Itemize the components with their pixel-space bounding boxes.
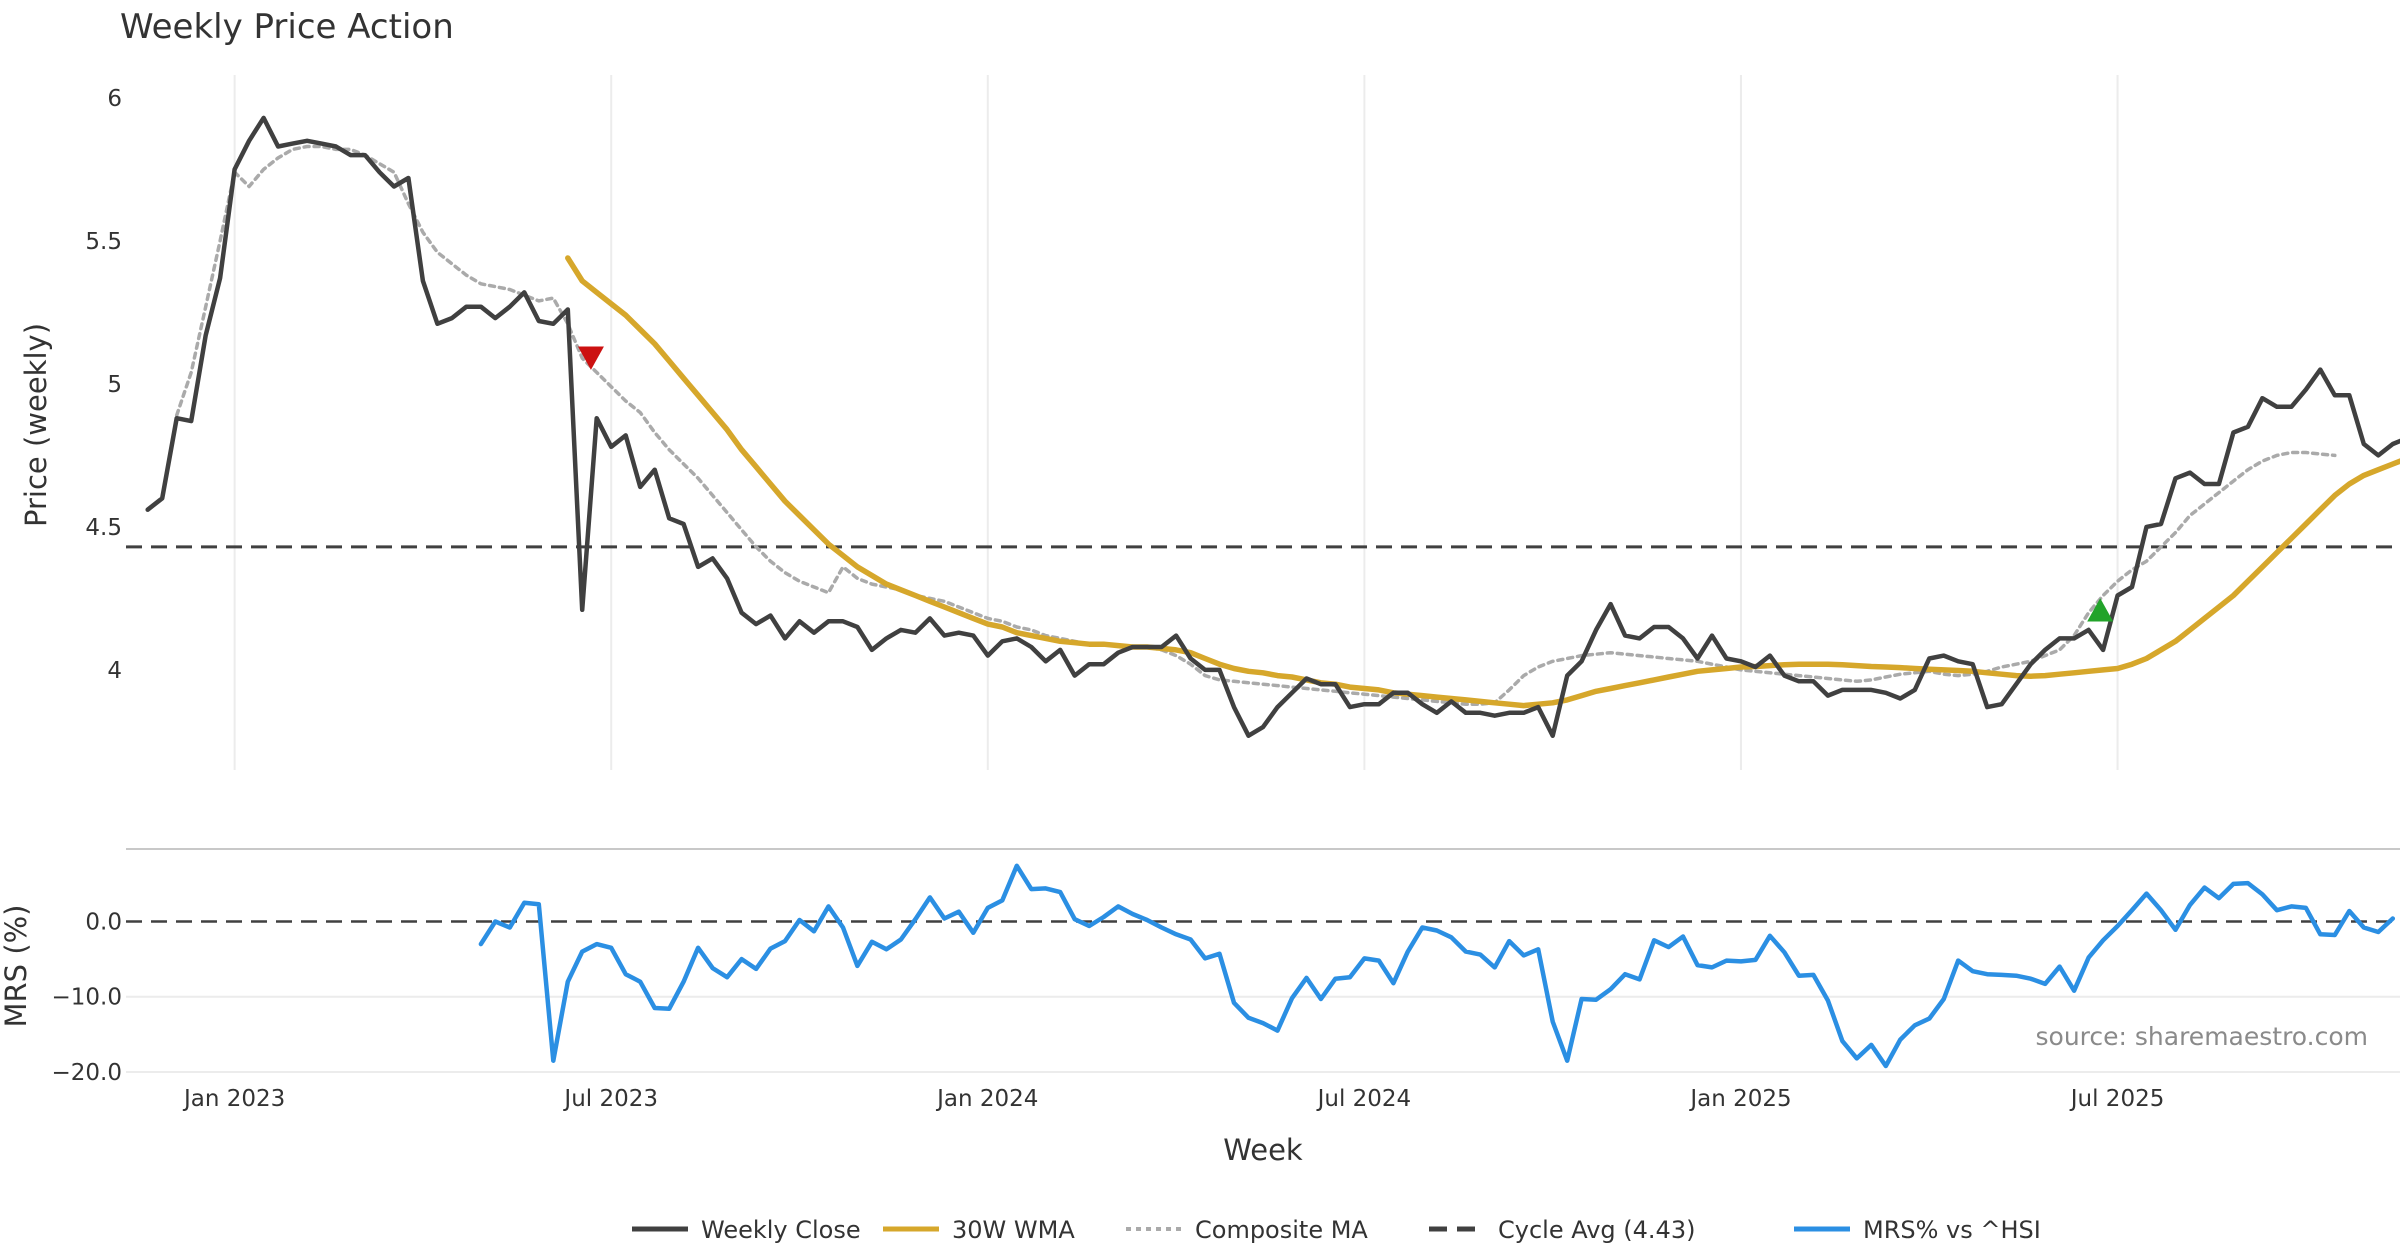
series-weekly-close [145, 115, 2400, 738]
sell-signal-marker [577, 346, 604, 370]
price-y-tick-label: 6 [107, 86, 122, 112]
series-composite-ma [174, 144, 2337, 706]
legend: Weekly Close 30W WMA Composite MA Cycle Avg… [632, 1216, 2041, 1244]
mrs-y-ticks: 0.0 −10.0 −20.0 [52, 909, 122, 1086]
price-y-ticks: 6 5.5 5 4.5 4 [85, 86, 122, 684]
price-series [145, 115, 2400, 738]
price-y-tick-label: 4 [107, 658, 122, 684]
legend-label: MRS% vs ^HSI [1863, 1216, 2041, 1244]
price-y-tick-label: 5 [107, 372, 122, 398]
legend-label: Cycle Avg (4.43) [1498, 1216, 1695, 1244]
price-panel: 6 5.5 5 4.5 4 Price (weekly) [19, 75, 2400, 770]
legend-label: Composite MA [1195, 1216, 1368, 1244]
mrs-y-axis-label: MRS (%) [0, 905, 33, 1028]
x-tick-label: Jan 2025 [1688, 1086, 1791, 1112]
mrs-y-tick-label: 0.0 [85, 909, 122, 935]
series-30w-wma [565, 255, 2400, 709]
legend-label: Weekly Close [701, 1216, 861, 1244]
x-axis-label: Week [1223, 1133, 1303, 1167]
x-tick-label: Jul 2025 [2069, 1086, 2165, 1112]
mrs-panel: 0.0 −10.0 −20.0 MRS (%) source: sharemaest… [0, 863, 2400, 1086]
price-y-tick-label: 5.5 [85, 229, 122, 255]
x-tick-label: Jul 2024 [1316, 1086, 1412, 1112]
price-grid [233, 75, 2119, 770]
price-y-axis-label: Price (weekly) [19, 323, 53, 527]
price-markers [577, 346, 2114, 622]
x-tick-label: Jan 2024 [935, 1086, 1038, 1112]
price-y-tick-label: 4.5 [85, 515, 122, 541]
mrs-y-tick-label: −20.0 [52, 1060, 122, 1086]
buy-signal-marker [2087, 598, 2114, 622]
mrs-series [478, 863, 2396, 1069]
mrs-grid [126, 995, 2400, 1073]
source-credit: source: sharemaestro.com [2036, 1022, 2369, 1051]
x-tick-label: Jan 2023 [182, 1086, 285, 1112]
chart-title: Weekly Price Action [120, 7, 454, 47]
mrs-y-tick-label: −10.0 [52, 985, 122, 1011]
legend-label: 30W WMA [952, 1216, 1075, 1244]
x-tick-label: Jul 2023 [562, 1086, 658, 1112]
series-mrs-vs-hsi [478, 863, 2396, 1069]
x-axis-ticks: Jan 2023 Jul 2023 Jan 2024 Jul 2024 Jan 2025… [182, 1086, 2164, 1112]
